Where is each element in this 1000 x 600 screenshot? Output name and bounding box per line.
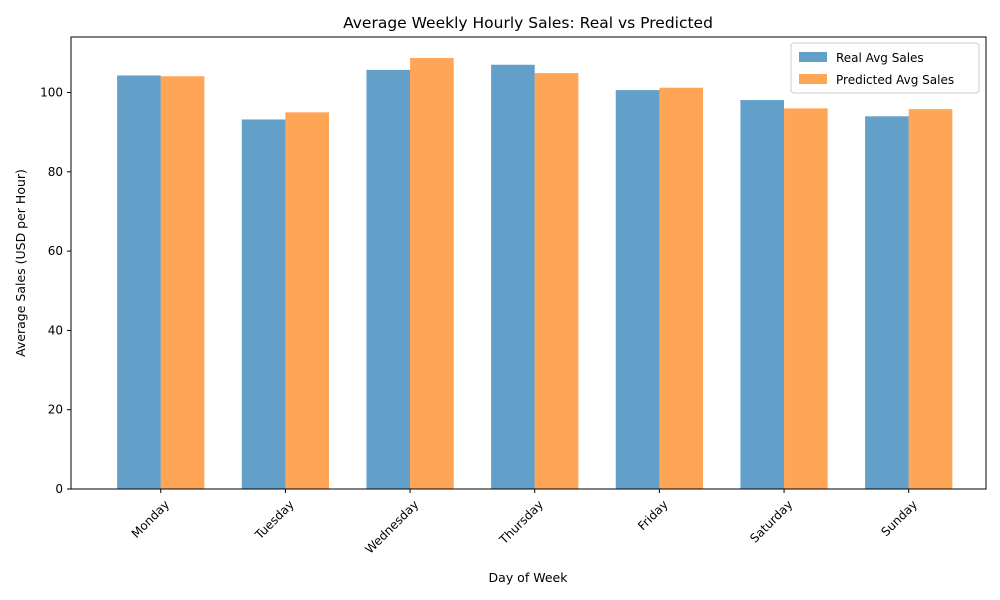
legend-swatch-real <box>799 52 827 62</box>
bar-predicted-tuesday <box>285 112 330 489</box>
x-axis: Monday Tuesday Wednesday Thursday Friday Satu… <box>129 489 920 556</box>
bar-predicted-saturday <box>784 108 828 490</box>
x-tick-label-tuesday: Tuesday <box>252 497 297 542</box>
y-axis-label: Average Sales (USD per Hour) <box>13 169 28 357</box>
x-tick-label-friday: Friday <box>635 497 671 533</box>
y-tick-label: 60 <box>48 244 63 258</box>
legend-box <box>790 42 980 94</box>
y-tick-label: 40 <box>48 323 63 337</box>
bar-real-sunday <box>865 116 909 489</box>
y-tick-label: 0 <box>55 482 63 496</box>
chart-title: Average Weekly Hourly Sales: Real vs Pre… <box>343 14 713 32</box>
x-tick-label-wednesday: Wednesday <box>362 497 421 556</box>
legend-swatch-predicted <box>799 74 827 84</box>
plot-frame <box>70 36 987 490</box>
x-tick-label-sunday: Sunday <box>878 497 920 539</box>
legend-label-real: Real Avg Sales <box>836 51 924 65</box>
bar-real-wednesday <box>366 69 411 489</box>
x-tick-label-thursday: Thursday <box>496 497 546 547</box>
bar-predicted-wednesday <box>410 58 454 489</box>
legend: Real Avg Sales Predicted Avg Sales <box>790 42 980 94</box>
legend-label-predicted: Predicted Avg Sales <box>836 73 954 87</box>
y-tick-label: 80 <box>48 165 63 179</box>
bar-real-monday <box>117 75 161 489</box>
y-axis: 0 20 40 60 80 100 <box>40 86 71 496</box>
y-tick-label: 20 <box>48 403 63 417</box>
bar-predicted-thursday <box>534 73 579 490</box>
x-tick-label-monday: Monday <box>129 497 172 540</box>
y-tick-label: 100 <box>40 86 63 100</box>
bar-real-tuesday <box>241 119 286 489</box>
bar-real-friday <box>615 90 660 489</box>
bars-group <box>117 58 953 490</box>
x-tick-label-saturday: Saturday <box>747 497 795 545</box>
bar-predicted-monday <box>160 76 205 490</box>
bar-predicted-sunday <box>908 109 953 489</box>
bar-predicted-friday <box>659 87 704 489</box>
bar-real-saturday <box>740 100 785 489</box>
x-axis-label: Day of Week <box>489 570 569 585</box>
bar-real-thursday <box>491 64 535 489</box>
